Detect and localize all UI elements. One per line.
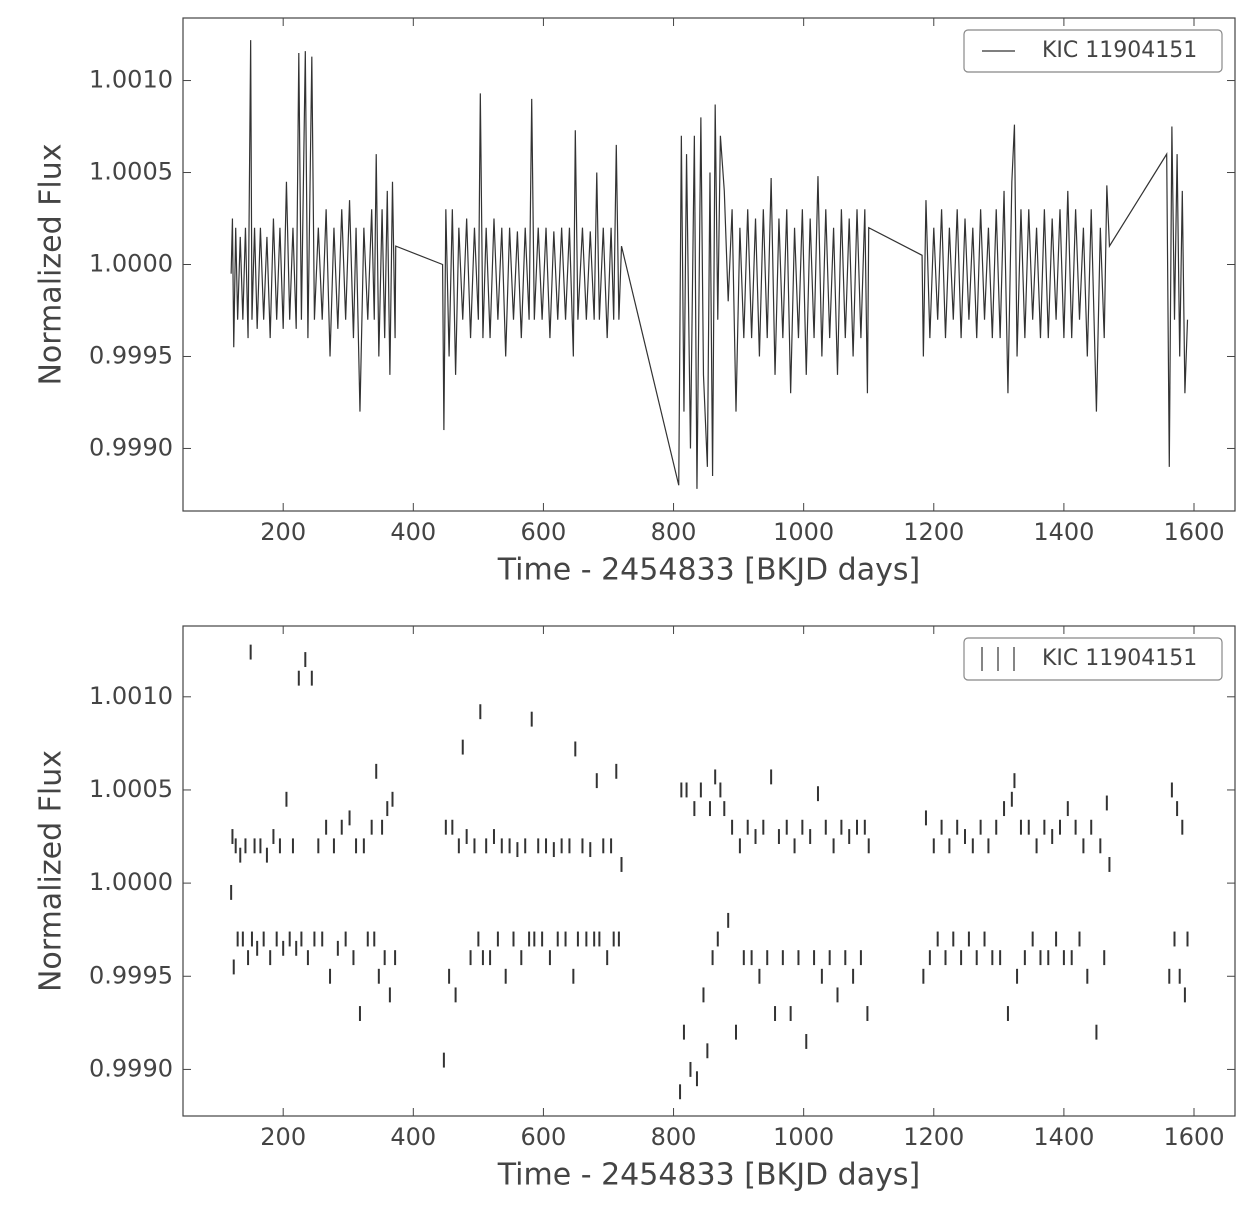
y-tick-label: 1.0005	[89, 775, 173, 803]
x-tick-label: 600	[521, 518, 567, 546]
y-axis-label: Normalized Flux	[34, 750, 69, 992]
x-tick-label: 1200	[903, 1123, 964, 1151]
y-axis-label: Normalized Flux	[34, 143, 69, 385]
legend-label: KIC 11904151	[1042, 38, 1197, 63]
y-tick-label: 0.9995	[89, 341, 173, 369]
x-axis-label: Time - 2454833 [BKJD days]	[497, 1158, 920, 1193]
legend-box	[963, 29, 1223, 73]
y-tick-label: 1.0010	[89, 682, 173, 710]
flux-line	[230, 40, 1189, 489]
x-tick-label: 1600	[1163, 1123, 1224, 1151]
y-tick-label: 0.9990	[89, 1054, 173, 1082]
y-tick-label: 1.0005	[89, 158, 173, 186]
x-axis-label: Time - 2454833 [BKJD days]	[497, 553, 920, 588]
plot-frame	[182, 625, 1236, 1117]
x-tick-label: 1400	[1033, 518, 1094, 546]
y-tick-label: 1.0000	[89, 868, 173, 896]
x-tick-label: 1000	[773, 1123, 834, 1151]
plot-frame	[182, 17, 1236, 512]
y-tick-label: 0.9995	[89, 961, 173, 989]
y-tick-label: 0.9990	[89, 433, 173, 461]
x-tick-label: 1400	[1033, 1123, 1094, 1151]
x-tick-label: 200	[260, 1123, 306, 1151]
x-tick-label: 200	[260, 518, 306, 546]
y-tick-label: 1.0000	[89, 250, 173, 278]
x-tick-label: 600	[521, 1123, 567, 1151]
x-tick-label: 1000	[773, 518, 834, 546]
x-tick-label: 1600	[1163, 518, 1224, 546]
x-tick-label: 400	[390, 1123, 436, 1151]
x-tick-label: 1200	[903, 518, 964, 546]
legend-box	[963, 637, 1223, 681]
x-tick-label: 800	[651, 518, 697, 546]
x-tick-label: 400	[390, 518, 436, 546]
x-tick-label: 800	[651, 1123, 697, 1151]
legend-label: KIC 11904151	[1042, 646, 1197, 671]
y-tick-label: 1.0010	[89, 66, 173, 94]
